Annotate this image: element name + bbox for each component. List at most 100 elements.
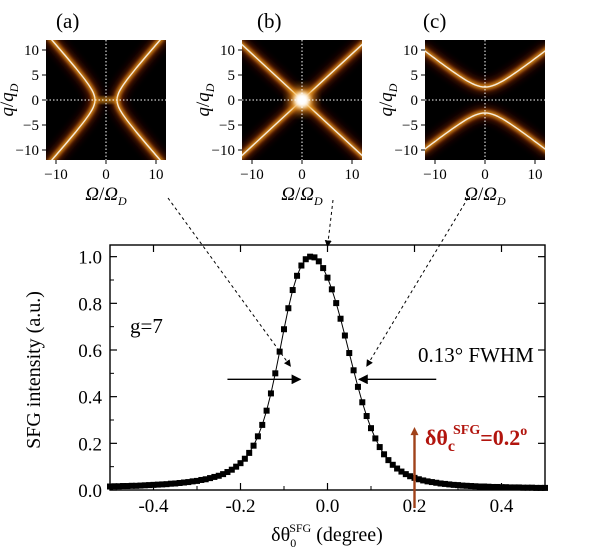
data-point (202, 476, 209, 483)
inset-x-tick-label: 0 (298, 167, 306, 183)
data-point (189, 478, 196, 485)
inset-x-tick-label: −10 (423, 167, 446, 183)
data-point (241, 455, 248, 462)
data-point (446, 481, 453, 488)
y-ticks: 0.0 0.2 0.4 0.6 0.8 1.0 (78, 248, 545, 502)
connector-arrow (366, 197, 469, 367)
data-point (333, 300, 340, 307)
data-point (128, 482, 135, 489)
data-point (507, 484, 514, 491)
x-tick-label: 0.4 (490, 496, 514, 517)
inset-x-label: Ω/ΩD (281, 184, 323, 208)
x-axis-label-sub: 0 (290, 536, 296, 550)
data-point (194, 477, 200, 484)
data-point (472, 483, 479, 490)
y-tick-label: 0.8 (78, 294, 102, 315)
data-point (180, 479, 187, 486)
data-point (385, 457, 392, 464)
inset-x-label: Ω/ΩD (464, 184, 506, 208)
data-point (520, 484, 527, 491)
inset-y-tick-label: −10 (395, 143, 418, 159)
inset-axes-c: −10 0 10 10 5 0 −5 −10 Ω/ΩD q/qD (376, 40, 545, 208)
x-tick-label: 0.0 (316, 496, 340, 517)
data-point (459, 482, 466, 489)
g-label: g=7 (130, 314, 163, 338)
data-point (502, 484, 509, 491)
data-point (124, 483, 131, 490)
data-point (237, 460, 244, 467)
data-point (437, 480, 444, 487)
inset-y-tick-label: 0 (32, 93, 40, 109)
inset-y-label: q/qD (0, 83, 21, 116)
data-point (289, 287, 296, 294)
data-point (511, 484, 518, 491)
data-point (259, 421, 266, 428)
y-tick-label: 1.0 (78, 248, 102, 269)
data-point (424, 478, 431, 485)
inset-y-tick-label: 5 (228, 68, 236, 84)
map-ridge (425, 112, 545, 150)
data-point (542, 484, 548, 491)
data-point (407, 473, 414, 480)
data-point (381, 451, 388, 458)
x-axis-label: δθ0SFG (degree) (271, 521, 383, 550)
inset-y-label: q/qD (193, 83, 217, 116)
data-point (415, 476, 422, 483)
data-point (294, 272, 301, 279)
inset-y-tick-label: −5 (219, 118, 235, 134)
data-point (498, 484, 505, 491)
inset-x-tick-label: 10 (345, 167, 360, 183)
data-point (481, 483, 488, 490)
data-point (233, 463, 240, 470)
inset-y-tick-label: −10 (212, 143, 235, 159)
x-tick-label: -0.2 (225, 496, 255, 517)
data-point (398, 468, 405, 475)
inset-y-tick-label: 0 (228, 93, 236, 109)
inset-y-tick-label: −10 (16, 143, 39, 159)
inset-a: (a) −10 0 10 10 5 0 −5 −10 Ω/ΩD q/qD (0, 9, 166, 208)
data-point (250, 442, 257, 449)
data-point (372, 435, 379, 442)
data-point (107, 483, 113, 490)
data-point (146, 482, 153, 489)
data-point (198, 476, 205, 483)
inset-y-tick-label: 10 (24, 43, 39, 59)
critical-angle-deg: o (520, 424, 527, 439)
y-axis-label: SFG intensity (a.u.) (23, 291, 45, 449)
data-point (485, 483, 492, 490)
data-point (167, 480, 174, 487)
inset-y-tick-label: −5 (23, 118, 39, 134)
critical-angle-annotation: δθcSFG=0.2o (410, 423, 527, 508)
data-point (368, 425, 374, 432)
data-point (137, 482, 144, 489)
data-point (389, 461, 396, 468)
data-point (307, 253, 314, 260)
inset-c: (c) −10 0 10 10 5 0 −5 −10 Ω/ΩD q/qD (376, 9, 545, 208)
inset-axes-a: −10 0 10 10 5 0 −5 −10 Ω/ΩD q/qD (0, 40, 166, 208)
inset-x-tick-label: 0 (481, 167, 489, 183)
data-point (359, 399, 366, 406)
data-point (207, 475, 214, 482)
critical-angle-sub: c (448, 438, 455, 455)
data-point (120, 483, 127, 490)
panel-label-c: (c) (423, 9, 446, 33)
data-point (433, 479, 440, 486)
data-point (515, 484, 522, 491)
data-point (154, 481, 161, 488)
data-point (450, 481, 457, 488)
x-ticks: -0.4 -0.2 0.0 0.2 0.4 (109, 245, 546, 517)
inset-y-tick-label: −5 (402, 118, 418, 134)
data-point (328, 286, 335, 293)
inset-y-tick-label: 0 (411, 93, 419, 109)
data-point (363, 413, 370, 420)
data-point (159, 481, 166, 488)
data-point (376, 444, 383, 451)
critical-angle-value: =0.2 (480, 425, 520, 450)
data-point (224, 469, 231, 476)
data-point (337, 315, 344, 322)
data-point (281, 326, 287, 333)
data-point (276, 348, 283, 355)
data-point (311, 254, 318, 261)
data-point (176, 480, 183, 486)
